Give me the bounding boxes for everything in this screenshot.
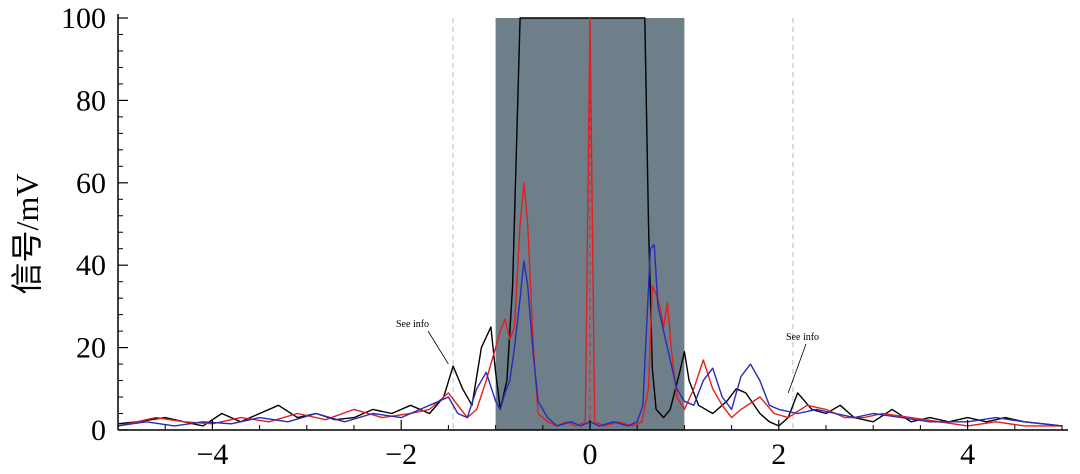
series-line-3 [117, 243, 1063, 427]
y-tick-label: 20 [76, 332, 106, 365]
y-axis-label: 信号/mV [9, 174, 45, 295]
y-tick-label: 60 [76, 167, 106, 200]
y-tick-label: 40 [76, 249, 106, 282]
y-tick-label: 80 [76, 84, 106, 117]
y-tick-label: 100 [61, 2, 106, 35]
x-tick-label: −2 [385, 438, 417, 471]
shaded-region [495, 18, 685, 430]
x-tick-label: 2 [771, 438, 786, 471]
annotation-pointer [787, 343, 807, 394]
series-line-2 [117, 17, 1062, 427]
x-tick-label: 4 [960, 438, 975, 471]
x-tick-label: −4 [196, 438, 228, 471]
x-tick-label: 0 [583, 438, 598, 471]
annotation-label: See info [786, 332, 819, 343]
annotation-label: See info [396, 319, 429, 330]
y-tick-label: 0 [91, 414, 106, 447]
annotation-pointer [427, 330, 449, 365]
